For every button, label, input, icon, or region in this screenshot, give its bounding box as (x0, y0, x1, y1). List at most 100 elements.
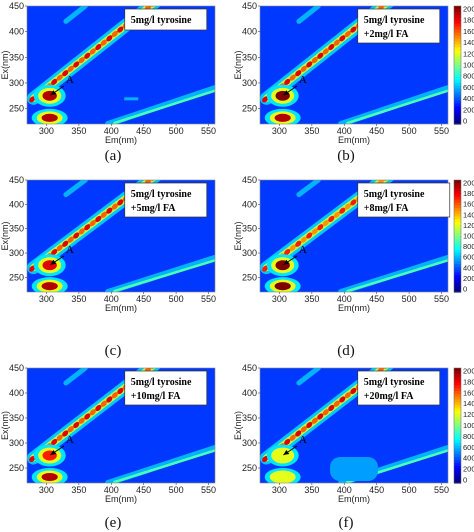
rayleigh-band-spot (73, 61, 80, 68)
rayleigh-band-spot (350, 26, 357, 33)
colorbar-segment (454, 431, 461, 435)
colorbar-tick-label: 1400 (463, 210, 474, 219)
colorbar-tick-label: 20000 (463, 367, 474, 376)
colorbar-segment (454, 50, 461, 54)
plot-frame (259, 5, 449, 125)
sample-label-line: 5mg/l tyrosine (364, 189, 425, 200)
low-ex-peak (274, 113, 291, 122)
colorbar-tick-label: 1800 (463, 189, 474, 198)
colorbar-tick-label: 1600 (463, 200, 474, 209)
x-tick-label: 550 (201, 126, 216, 136)
colorbar-segment (454, 457, 461, 461)
colorbar-segment (454, 118, 461, 122)
colorbar-segment (454, 368, 461, 372)
x-tick-label: 450 (136, 126, 151, 136)
rayleigh-band-spot (322, 409, 329, 416)
rayleigh-band-spot (89, 220, 96, 227)
y-tick-label: 300 (9, 78, 24, 88)
rayleigh-band-spot (333, 211, 340, 218)
upper-band (63, 6, 88, 24)
colorbar-segment (454, 73, 461, 78)
y-tick-label: 450 (242, 1, 257, 11)
annotation-arrowhead (283, 450, 290, 455)
colorbar-segment (454, 88, 461, 93)
eem-panel-e: 300 350 400 450 500 550250300350400450Em(nm)E… (0, 357, 216, 531)
rayleigh-band-spot (56, 434, 63, 441)
x-tick-label: 550 (434, 126, 449, 136)
rayleigh-band-spot (344, 392, 351, 399)
annotation-label: A (299, 244, 307, 256)
colorbar-tick-label: 800 (463, 72, 474, 81)
plot-frame (26, 5, 216, 125)
colorbar-segment (454, 247, 461, 251)
colorbar-segment (454, 182, 461, 187)
annotation-label: A (299, 434, 307, 446)
rayleigh-band-spot (344, 203, 351, 210)
sample-label-box (124, 8, 208, 31)
rayleigh-band-spot (317, 413, 324, 420)
colorbar-tick-label: 400 (463, 263, 474, 272)
low-ex-peak (41, 282, 58, 291)
colorbar-tick-label: 1000 (463, 61, 474, 70)
colorbar-segment (454, 32, 461, 37)
colorbar-segment (454, 53, 461, 57)
rayleigh-band-spot (29, 265, 36, 272)
y-tick-label: 450 (9, 363, 24, 373)
y-tick-label: 300 (9, 438, 24, 448)
colorbar-segment (454, 227, 461, 231)
rayleigh-band-spot (155, 357, 163, 365)
rayleigh-band-spot (328, 43, 335, 51)
colorbar-segment (454, 106, 461, 110)
colorbar-segment (454, 26, 461, 31)
y-axis-label: Ex(nm) (233, 221, 243, 250)
y-axis-label: Ex(nm) (0, 221, 10, 250)
colorbar-tick-label: 1600 (463, 27, 474, 36)
colorbar-segment (454, 62, 461, 66)
colorbar-segment (454, 275, 461, 279)
colorbar-segment (454, 196, 461, 201)
upper-band (63, 368, 88, 386)
annotation-label: A (299, 74, 307, 86)
x-axis-label: Em(nm) (105, 494, 137, 504)
y-tick-label: 400 (242, 388, 257, 398)
x-tick-label: 550 (434, 294, 449, 304)
colorbar-segment (454, 65, 461, 69)
colorbar-segment (454, 109, 461, 113)
y-tick-label: 450 (9, 1, 24, 11)
rayleigh-band-spot (339, 396, 346, 403)
plot-frame (26, 179, 216, 293)
y-tick-label: 250 (9, 463, 24, 473)
x-tick-label: 400 (104, 294, 119, 304)
colorbar-segment (454, 393, 461, 398)
plot-frame (259, 179, 449, 293)
sample-label-box (124, 370, 208, 406)
colorbar-tick-label: 200 (463, 105, 474, 114)
y-tick-label: 450 (242, 363, 257, 373)
rayleigh-band-spot (29, 96, 36, 103)
rayleigh-band-spot (306, 232, 313, 239)
y-tick-label: 350 (9, 413, 24, 423)
rayleigh-band-spot (300, 236, 307, 243)
colorbar-tick-label: 0 (463, 476, 467, 485)
colorbar-segment (454, 252, 461, 257)
rayleigh-band-spot (117, 26, 124, 33)
x-tick-label: 400 (104, 126, 119, 136)
rayleigh-band-spot (317, 52, 324, 59)
colorbar-segment (454, 471, 461, 475)
colorbar-segment (454, 47, 461, 51)
colorbar-segment (454, 414, 461, 418)
x-tick-label: 300 (39, 485, 54, 495)
annotation-label: A (66, 74, 74, 86)
rayleigh-band-spot (328, 215, 335, 223)
x-tick-label: 350 (304, 294, 319, 304)
rayleigh-band-spot (117, 199, 124, 206)
colorbar-segment (454, 477, 461, 481)
colorbar-segment (454, 91, 461, 96)
rayleigh-band-spot (100, 39, 107, 46)
colorbar-tick-label: 1200 (463, 49, 474, 58)
rayleigh-band-spot (289, 74, 296, 81)
y-tick-label: 400 (242, 27, 257, 37)
rayleigh-band-spot (100, 211, 107, 218)
